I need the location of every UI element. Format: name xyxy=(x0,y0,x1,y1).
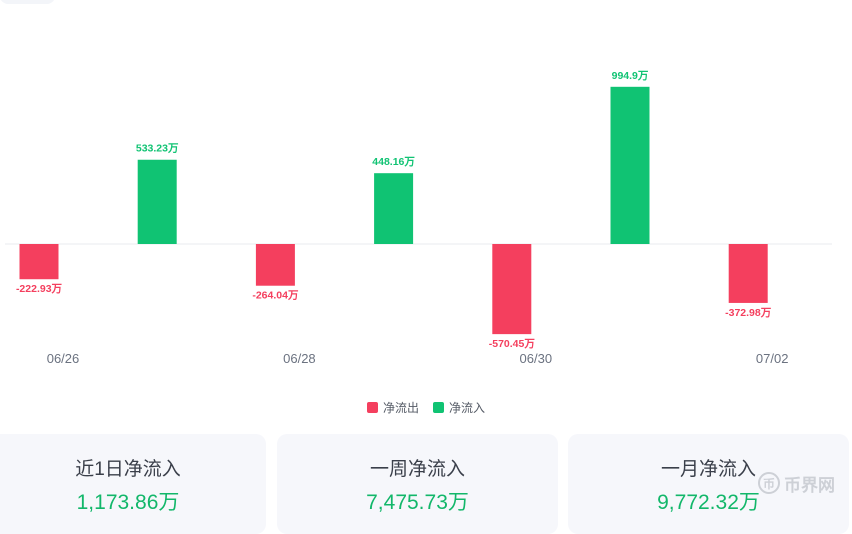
watermark: 币 币界网 xyxy=(758,468,848,498)
chart-legend: 净流出 净流入 xyxy=(0,398,852,416)
bar-06-30[interactable] xyxy=(492,244,532,335)
legend-swatch-outflow xyxy=(366,401,378,413)
data-label-06-30: -570.45万 xyxy=(489,338,536,350)
summary-value-1d: 1,173.86万 xyxy=(76,491,180,514)
legend-label-outflow: 净流出 xyxy=(382,400,419,415)
summary-card-1d: 近1日净流入 1,173.86万 xyxy=(0,434,266,534)
bar-06-27[interactable] xyxy=(137,159,177,244)
summary-card-1w: 一周净流入 7,475.73万 xyxy=(277,434,558,534)
bar-07-01[interactable] xyxy=(610,86,650,244)
legend-label-inflow: 净流入 xyxy=(449,400,486,415)
bar-06-26[interactable] xyxy=(19,244,59,280)
data-label-07-01: 994.9万 xyxy=(612,70,649,82)
watermark-text: 币界网 xyxy=(784,475,835,495)
bar-06-28[interactable] xyxy=(255,244,295,286)
bar-07-02[interactable] xyxy=(728,244,768,303)
legend-swatch-inflow xyxy=(433,401,444,413)
data-label-06-29: 448.16万 xyxy=(372,156,415,168)
summary-title-1d: 近1日净流入 xyxy=(75,459,181,480)
summary-title-1m: 一月净流入 xyxy=(660,459,756,480)
data-label-07-02: -372.98万 xyxy=(725,307,772,319)
x-tick-label: 06/26 xyxy=(47,351,80,366)
bar-06-29[interactable] xyxy=(374,173,414,244)
data-label-06-28: -264.04万 xyxy=(252,290,299,302)
x-tick-label: 06/28 xyxy=(283,351,316,366)
data-label-06-26: -222.93万 xyxy=(16,283,63,295)
data-label-06-27: 533.23万 xyxy=(136,143,179,155)
watermark-logo-icon: 币 xyxy=(758,472,780,494)
x-tick-label: 07/02 xyxy=(756,351,789,366)
summary-value-1m: 9,772.32万 xyxy=(657,491,760,514)
net-flow-bar-chart: -222.93万 533.23万 -264.04万 448.16万 -570.45万 99… xyxy=(5,70,832,366)
summary-title-1w: 一周净流入 xyxy=(369,459,465,480)
top-tab xyxy=(0,0,55,4)
summary-value-1w: 7,475.73万 xyxy=(366,491,469,514)
legend-item-outflow[interactable]: 净流出 xyxy=(366,399,419,416)
legend-item-inflow[interactable]: 净流入 xyxy=(433,399,485,416)
x-tick-label: 06/30 xyxy=(520,351,553,366)
